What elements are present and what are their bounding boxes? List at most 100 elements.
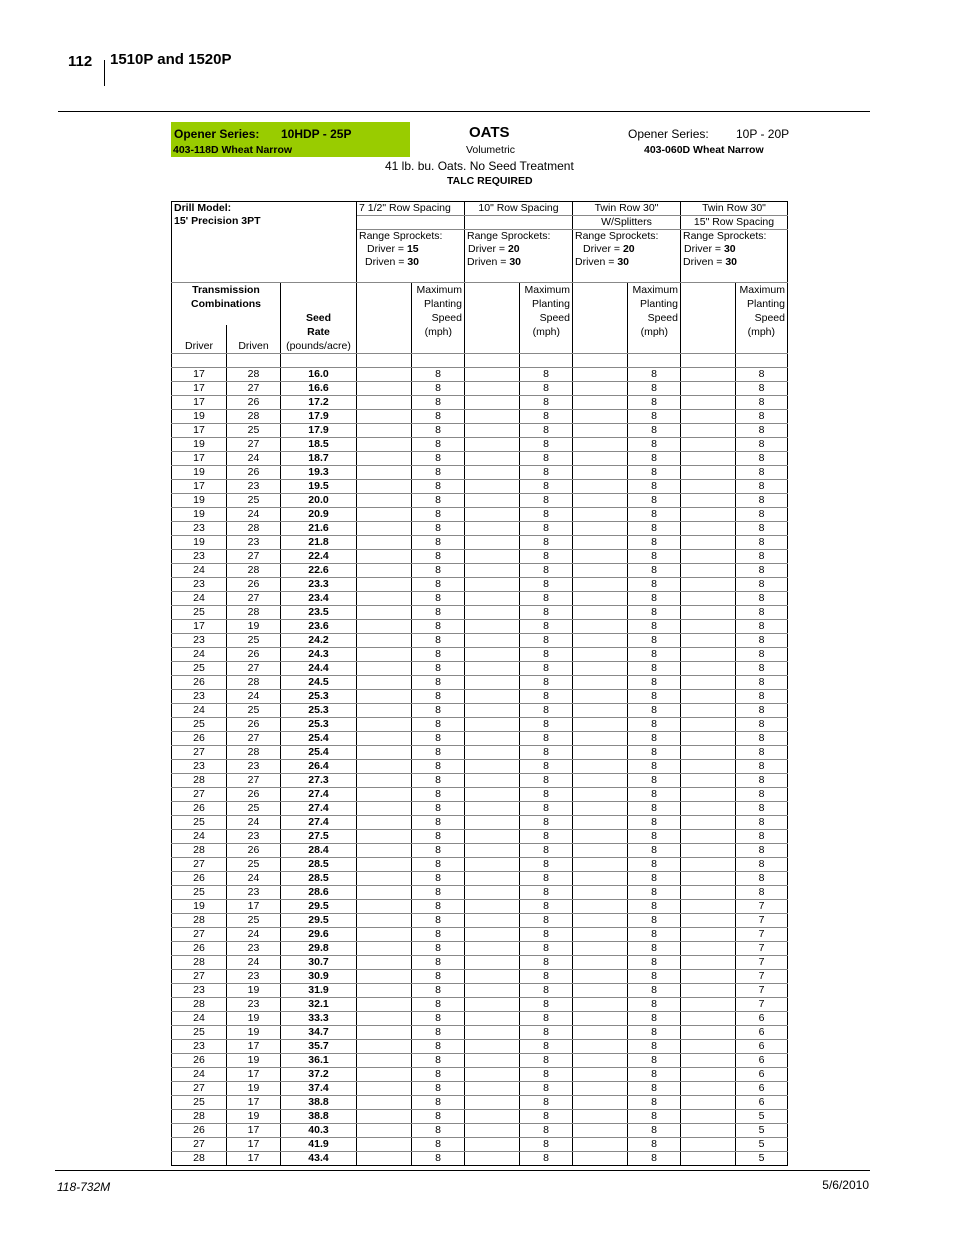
blank-cell — [464, 451, 520, 466]
max-speed-cell: 8 — [627, 423, 681, 438]
header-row: W/Splitters 15" Row Spacing — [172, 215, 788, 230]
driven-cell: 25 — [226, 703, 281, 718]
max-speed-cell: 8 — [627, 843, 681, 858]
max-speed-cell: 8 — [519, 409, 573, 424]
transmission-label: Transmission — [192, 284, 260, 296]
driven-cell: 24 — [226, 689, 281, 704]
driven-label: Driven = — [683, 256, 726, 268]
blank-cell — [572, 913, 628, 928]
max-speed-cell: 8 — [735, 451, 788, 466]
seed-rate-cell: 23.3 — [280, 577, 357, 592]
blank-cell — [680, 507, 736, 522]
seed-label: Seed — [305, 312, 332, 324]
row-spacing-sub: W/Splitters — [572, 215, 681, 230]
drill-model-cell: Drill Model: 15' Precision 3PT — [171, 201, 357, 283]
max-speed-cell: 8 — [411, 703, 465, 718]
table-row: 26 27 25.4 8 8 8 8 — [171, 731, 788, 746]
blank-cell — [680, 843, 736, 858]
table-row: 19 25 20.0 8 8 8 8 — [171, 493, 788, 508]
blank-cell — [464, 787, 520, 802]
rate-label: Rate — [307, 326, 330, 338]
table-row: 23 27 22.4 8 8 8 8 — [171, 549, 788, 564]
blank-cell — [680, 997, 736, 1012]
blank-cell — [464, 843, 520, 858]
seed-rate-cell: 20.9 — [280, 507, 357, 522]
max-speed-cell: 8 — [411, 913, 465, 928]
blank-cell — [356, 759, 412, 774]
driver-label: Driver = — [684, 243, 724, 255]
max-speed-cell: 8 — [411, 955, 465, 970]
driver-header: Driver — [185, 340, 213, 352]
blank-cell — [572, 941, 628, 956]
table-row: 27 19 37.4 8 8 8 6 — [171, 1081, 788, 1096]
driven-cell: 28 — [226, 675, 281, 690]
table-row: 17 25 17.9 8 8 8 8 — [171, 423, 788, 438]
max-speed-cell: 8 — [735, 395, 788, 410]
blank-cell — [680, 521, 736, 536]
driven-cell: 28 — [226, 409, 281, 424]
max-speed-cell: 6 — [735, 1011, 788, 1026]
max-speed-cell: 8 — [411, 1109, 465, 1124]
blank-cell — [356, 451, 412, 466]
blank-cell — [356, 899, 412, 914]
seed-rate-cell: 29.5 — [280, 913, 357, 928]
max-speed-cell: 5 — [735, 1137, 788, 1152]
blank-cell — [572, 787, 628, 802]
blank-cell — [572, 759, 628, 774]
blank-cell — [680, 675, 736, 690]
max-speed-cell: 8 — [519, 1137, 573, 1152]
max-speed-cell: 8 — [519, 815, 573, 830]
max-speed-cell: 8 — [411, 759, 465, 774]
seed-rate-cell: 27.4 — [280, 787, 357, 802]
speed-header-line: (mph) — [532, 326, 560, 338]
max-speed-cell: 8 — [411, 745, 465, 760]
blank-cell — [680, 1095, 736, 1110]
seed-rate-cell: 27.4 — [280, 815, 357, 830]
speed-header-line: Maximum — [632, 284, 678, 296]
driver-cell: 24 — [171, 1011, 227, 1026]
max-speed-cell: 8 — [519, 969, 573, 984]
max-speed-cell: 8 — [627, 787, 681, 802]
blank-cell — [572, 843, 628, 858]
rate-unit: (pounds/acre) — [286, 340, 351, 352]
blank-cell — [464, 409, 520, 424]
blank-cell — [464, 493, 520, 508]
max-speed-cell: 8 — [627, 885, 681, 900]
max-speed-cell: 8 — [519, 703, 573, 718]
blank-cell — [464, 353, 520, 368]
max-speed-cell: 8 — [411, 605, 465, 620]
blank-cell — [680, 815, 736, 830]
max-speed-cell: 8 — [411, 969, 465, 984]
max-speed-cell: 8 — [627, 395, 681, 410]
table-row: 23 25 24.2 8 8 8 8 — [171, 633, 788, 648]
seed-rate-cell: 25.3 — [280, 703, 357, 718]
driver-cell: 23 — [171, 983, 227, 998]
blank-cell — [356, 1011, 412, 1026]
max-speed-cell: 8 — [627, 759, 681, 774]
blank-cell — [572, 647, 628, 662]
driven-cell: 17 — [226, 1067, 281, 1082]
max-speed-cell: 8 — [627, 451, 681, 466]
driven-cell: 27 — [226, 731, 281, 746]
blank-cell — [572, 745, 628, 760]
blank-cell — [572, 605, 628, 620]
max-speed-cell: 8 — [411, 1039, 465, 1054]
blank-cell — [464, 647, 520, 662]
blank-cell — [464, 549, 520, 564]
blank-cell — [572, 367, 628, 382]
max-speed-cell: 8 — [627, 1151, 681, 1166]
max-speed-cell: 8 — [627, 731, 681, 746]
blank-cell — [572, 885, 628, 900]
max-speed-cell: 8 — [627, 745, 681, 760]
max-speed-cell: 6 — [735, 1067, 788, 1082]
header-row — [172, 269, 788, 283]
blank-cell — [680, 787, 736, 802]
seed-rate-cell: 27.4 — [280, 801, 357, 816]
max-speed-cell: 8 — [627, 1067, 681, 1082]
driver-cell: 24 — [171, 563, 227, 578]
blank-cell — [356, 395, 412, 410]
max-speed-cell: 8 — [519, 885, 573, 900]
driven-cell: 27 — [226, 381, 281, 396]
blank-cell — [680, 927, 736, 942]
seed-rate-cell: 27.3 — [280, 773, 357, 788]
